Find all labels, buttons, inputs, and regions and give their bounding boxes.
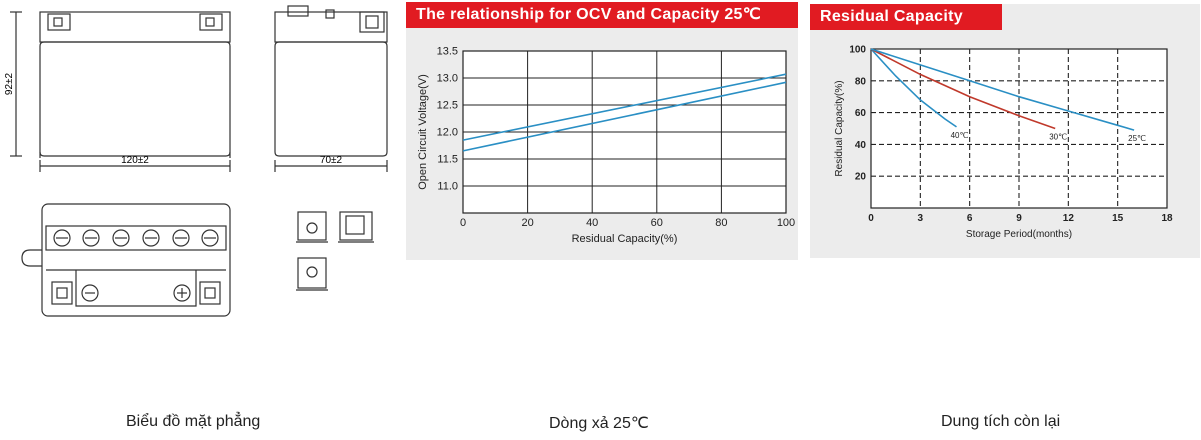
y-tick-label: 11.0 xyxy=(437,181,458,193)
series-label-2: 30℃ xyxy=(1049,133,1067,142)
y-tick-label: 13.5 xyxy=(437,46,458,58)
series-line-3 xyxy=(870,48,1135,131)
y-tick-label: 11.5 xyxy=(437,154,458,166)
terminal-positive xyxy=(199,281,221,305)
series-line-1 xyxy=(870,48,957,128)
terminal-detail-3 xyxy=(297,257,327,289)
y-axis-title: Open Circuit Voltage(V) xyxy=(417,74,429,190)
caption-drawing: Biểu đồ mặt phẳng xyxy=(126,413,261,430)
side-body xyxy=(274,41,388,157)
residual-chart-panel: Residual Capacity 0 3 6 9 12 15 18 20 40 60 80 100 S… xyxy=(810,4,1200,258)
y-tick-label: 80 xyxy=(855,76,867,87)
x-tick-label: 0 xyxy=(868,213,874,224)
ocv-chart-title: The relationship for OCV and Capacity 25… xyxy=(406,2,798,28)
front-top-lid xyxy=(39,11,231,43)
ocv-chart-panel: The relationship for OCV and Capacity 25… xyxy=(406,2,798,260)
y-tick-label: 20 xyxy=(855,172,867,183)
x-tick-label: 18 xyxy=(1161,213,1173,224)
series-line-1 xyxy=(462,73,787,141)
x-tick-label: 6 xyxy=(967,213,973,224)
series-label-3: 25℃ xyxy=(1128,134,1146,143)
series-line-2 xyxy=(462,81,787,152)
x-tick-label: 40 xyxy=(586,217,598,229)
terminal-detail-2 xyxy=(339,211,373,241)
x-tick-label: 60 xyxy=(651,217,663,229)
y-tick-label: 13.0 xyxy=(437,73,458,85)
x-axis-title: Residual Capacity(%) xyxy=(572,233,678,245)
top-view-outline xyxy=(41,203,231,317)
x-axis-title: Storage Period(months) xyxy=(966,229,1072,240)
residual-chart: 0 3 6 9 12 15 18 20 40 60 80 100 Storage Period(mont… xyxy=(834,45,1173,241)
front-body xyxy=(39,41,231,157)
vent-caps-row xyxy=(45,225,227,251)
battery-dimension-drawing: 120±2 70±2 92±2 xyxy=(4,5,388,317)
y-axis-title: Residual Capacity(%) xyxy=(834,80,845,176)
terminal-detail-1 xyxy=(297,211,327,241)
y-tick-label: 12.0 xyxy=(437,127,458,139)
residual-chart-title: Residual Capacity xyxy=(810,4,1002,30)
x-tick-label: 3 xyxy=(918,213,924,224)
x-tick-label: 80 xyxy=(715,217,727,229)
caption-ocv: Dòng xả 25℃ xyxy=(549,415,649,432)
y-tick-label: 60 xyxy=(855,108,867,119)
caption-residual: Dung tích còn lại xyxy=(941,413,1061,430)
y-tick-label: 40 xyxy=(855,140,867,151)
dim-height-label: 92±2 xyxy=(4,72,15,95)
y-tick-label: 100 xyxy=(849,45,866,56)
plot-area xyxy=(870,48,1168,209)
x-tick-label: 15 xyxy=(1112,213,1124,224)
dim-width-label: 120±2 xyxy=(121,155,149,166)
series-label-1: 40℃ xyxy=(951,131,969,140)
x-tick-label: 0 xyxy=(460,217,466,229)
front-terminal-right xyxy=(199,13,223,31)
dimension-drawing: 120±2 70±2 92±2 xyxy=(0,0,400,330)
minus-symbol xyxy=(81,284,99,302)
x-tick-label: 100 xyxy=(777,217,795,229)
terminal-negative xyxy=(51,281,73,305)
ocv-chart: 0 20 40 60 80 100 11.0 11.5 12.0 12.5 13.0 13.5 Resi… xyxy=(417,46,795,246)
side-terminal xyxy=(359,11,385,33)
dim-depth-label: 70±2 xyxy=(320,155,343,166)
x-tick-label: 9 xyxy=(1016,213,1022,224)
front-terminal-left xyxy=(47,13,71,31)
series-line-2 xyxy=(870,48,1056,130)
plus-symbol xyxy=(173,284,191,302)
x-tick-label: 20 xyxy=(521,217,533,229)
y-tick-label: 12.5 xyxy=(437,100,458,112)
x-tick-label: 12 xyxy=(1063,213,1075,224)
